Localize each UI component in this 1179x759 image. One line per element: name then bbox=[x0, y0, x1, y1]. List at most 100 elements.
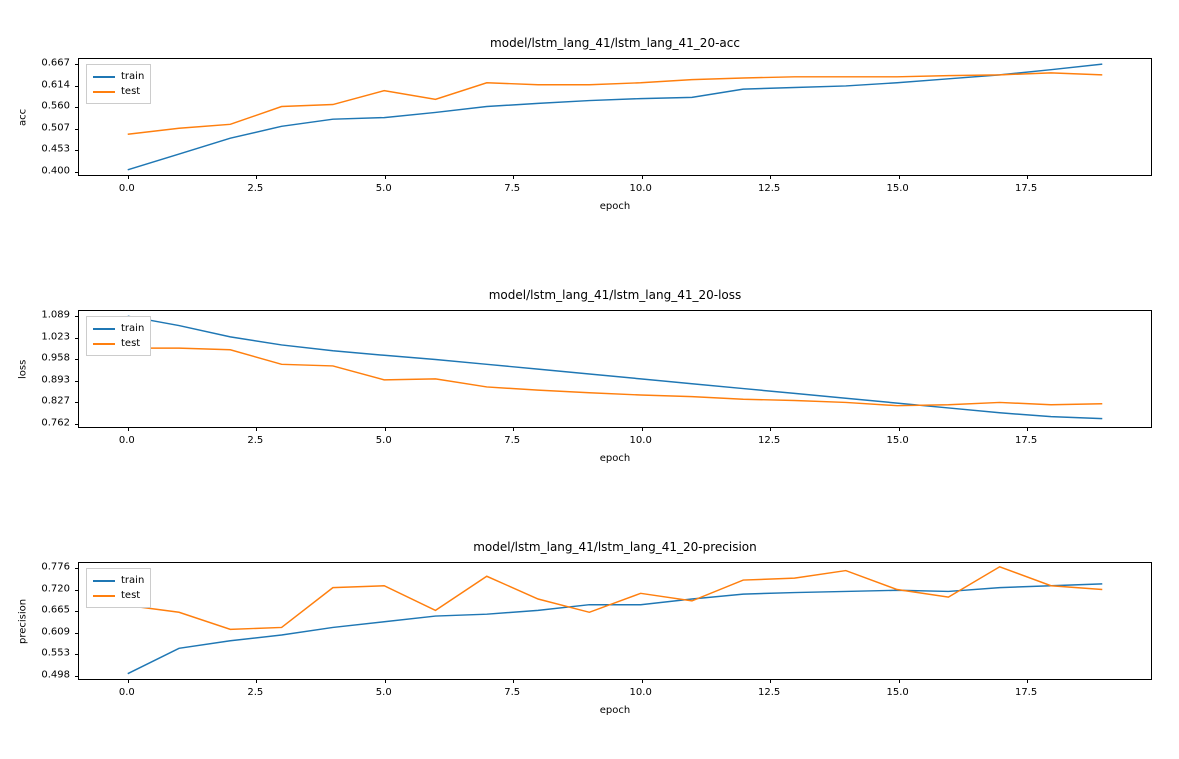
x-tick-label: 7.5 bbox=[504, 183, 520, 194]
x-tick-label: 5.0 bbox=[376, 687, 392, 698]
series-line-train bbox=[128, 584, 1103, 674]
legend: train test bbox=[86, 568, 151, 608]
x-tick-mark bbox=[1027, 175, 1028, 179]
chart-title: model/lstm_lang_41/lstm_lang_41_20-acc bbox=[78, 36, 1152, 50]
legend-swatch bbox=[93, 76, 115, 78]
x-tick-mark bbox=[513, 175, 514, 179]
legend-label: train bbox=[121, 71, 144, 82]
x-tick-mark bbox=[128, 427, 129, 431]
x-tick-mark bbox=[770, 175, 771, 179]
x-tick-label: 15.0 bbox=[886, 435, 908, 446]
legend-item-train: train bbox=[93, 321, 144, 336]
x-tick-label: 15.0 bbox=[886, 183, 908, 194]
y-tick-label: 0.720 bbox=[41, 583, 70, 594]
legend-label: train bbox=[121, 323, 144, 334]
x-tick-mark bbox=[513, 679, 514, 683]
series-line-test bbox=[128, 567, 1103, 630]
legend-swatch bbox=[93, 595, 115, 597]
x-tick-label: 15.0 bbox=[886, 687, 908, 698]
y-tick-label: 0.560 bbox=[41, 101, 70, 112]
legend-item-test: test bbox=[93, 84, 144, 99]
x-tick-label: 12.5 bbox=[758, 435, 780, 446]
legend: train test bbox=[86, 316, 151, 356]
x-tick-mark bbox=[899, 175, 900, 179]
x-tick-mark bbox=[128, 175, 129, 179]
subplot-2: traintestmodel/lstm_lang_41/lstm_lang_41… bbox=[78, 562, 1152, 680]
x-tick-mark bbox=[256, 175, 257, 179]
y-tick-label: 0.827 bbox=[41, 396, 70, 407]
chart-lines bbox=[79, 311, 1151, 427]
x-axis-label: epoch bbox=[78, 705, 1152, 716]
x-tick-label: 10.0 bbox=[630, 435, 652, 446]
legend-label: test bbox=[121, 86, 140, 97]
x-tick-mark bbox=[770, 679, 771, 683]
x-tick-label: 12.5 bbox=[758, 687, 780, 698]
x-tick-label: 0.0 bbox=[119, 435, 135, 446]
legend-item-train: train bbox=[93, 573, 144, 588]
x-tick-label: 7.5 bbox=[504, 687, 520, 698]
y-tick-label: 0.400 bbox=[41, 165, 70, 176]
x-tick-label: 2.5 bbox=[247, 183, 263, 194]
x-tick-mark bbox=[128, 679, 129, 683]
x-tick-label: 17.5 bbox=[1015, 183, 1037, 194]
plot-area: train test bbox=[78, 310, 1152, 428]
series-line-test bbox=[128, 73, 1103, 134]
x-tick-label: 17.5 bbox=[1015, 687, 1037, 698]
y-tick-label: 0.665 bbox=[41, 605, 70, 616]
x-tick-mark bbox=[899, 427, 900, 431]
plot-area: train test bbox=[78, 562, 1152, 680]
x-tick-label: 5.0 bbox=[376, 435, 392, 446]
y-axis-label: precision bbox=[16, 562, 30, 680]
chart-title: model/lstm_lang_41/lstm_lang_41_20-loss bbox=[78, 288, 1152, 302]
y-axis-label: acc bbox=[16, 58, 30, 176]
x-tick-label: 10.0 bbox=[630, 687, 652, 698]
x-tick-mark bbox=[642, 427, 643, 431]
x-axis-label: epoch bbox=[78, 201, 1152, 212]
x-tick-label: 12.5 bbox=[758, 183, 780, 194]
x-tick-label: 2.5 bbox=[247, 435, 263, 446]
y-tick-label: 1.023 bbox=[41, 331, 70, 342]
legend-swatch bbox=[93, 91, 115, 93]
x-tick-mark bbox=[770, 427, 771, 431]
chart-lines bbox=[79, 59, 1151, 175]
y-tick-label: 0.958 bbox=[41, 353, 70, 364]
chart-lines bbox=[79, 563, 1151, 679]
legend-label: test bbox=[121, 590, 140, 601]
x-tick-label: 0.0 bbox=[119, 183, 135, 194]
series-line-train bbox=[128, 316, 1103, 418]
y-tick-label: 0.609 bbox=[41, 626, 70, 637]
x-axis-label: epoch bbox=[78, 453, 1152, 464]
legend: train test bbox=[86, 64, 151, 104]
x-tick-mark bbox=[256, 679, 257, 683]
x-tick-label: 0.0 bbox=[119, 687, 135, 698]
x-tick-label: 5.0 bbox=[376, 183, 392, 194]
subplot-0: traintestmodel/lstm_lang_41/lstm_lang_41… bbox=[78, 58, 1152, 176]
y-tick-label: 0.614 bbox=[41, 79, 70, 90]
y-tick-label: 0.776 bbox=[41, 562, 70, 573]
x-tick-label: 10.0 bbox=[630, 183, 652, 194]
y-tick-label: 0.553 bbox=[41, 648, 70, 659]
x-tick-mark bbox=[642, 679, 643, 683]
x-tick-label: 7.5 bbox=[504, 435, 520, 446]
legend-item-train: train bbox=[93, 69, 144, 84]
x-tick-mark bbox=[1027, 679, 1028, 683]
legend-swatch bbox=[93, 328, 115, 330]
series-line-train bbox=[128, 64, 1103, 170]
x-tick-mark bbox=[385, 427, 386, 431]
legend-label: train bbox=[121, 575, 144, 586]
x-tick-mark bbox=[642, 175, 643, 179]
y-tick-label: 0.893 bbox=[41, 374, 70, 385]
legend-item-test: test bbox=[93, 336, 144, 351]
x-tick-mark bbox=[513, 427, 514, 431]
y-tick-label: 0.507 bbox=[41, 122, 70, 133]
x-tick-mark bbox=[1027, 427, 1028, 431]
y-tick-label: 0.667 bbox=[41, 58, 70, 69]
x-tick-mark bbox=[385, 679, 386, 683]
legend-swatch bbox=[93, 580, 115, 582]
y-tick-label: 0.762 bbox=[41, 417, 70, 428]
y-tick-label: 0.453 bbox=[41, 144, 70, 155]
x-tick-label: 2.5 bbox=[247, 687, 263, 698]
x-tick-mark bbox=[899, 679, 900, 683]
plot-area: train test bbox=[78, 58, 1152, 176]
x-tick-label: 17.5 bbox=[1015, 435, 1037, 446]
